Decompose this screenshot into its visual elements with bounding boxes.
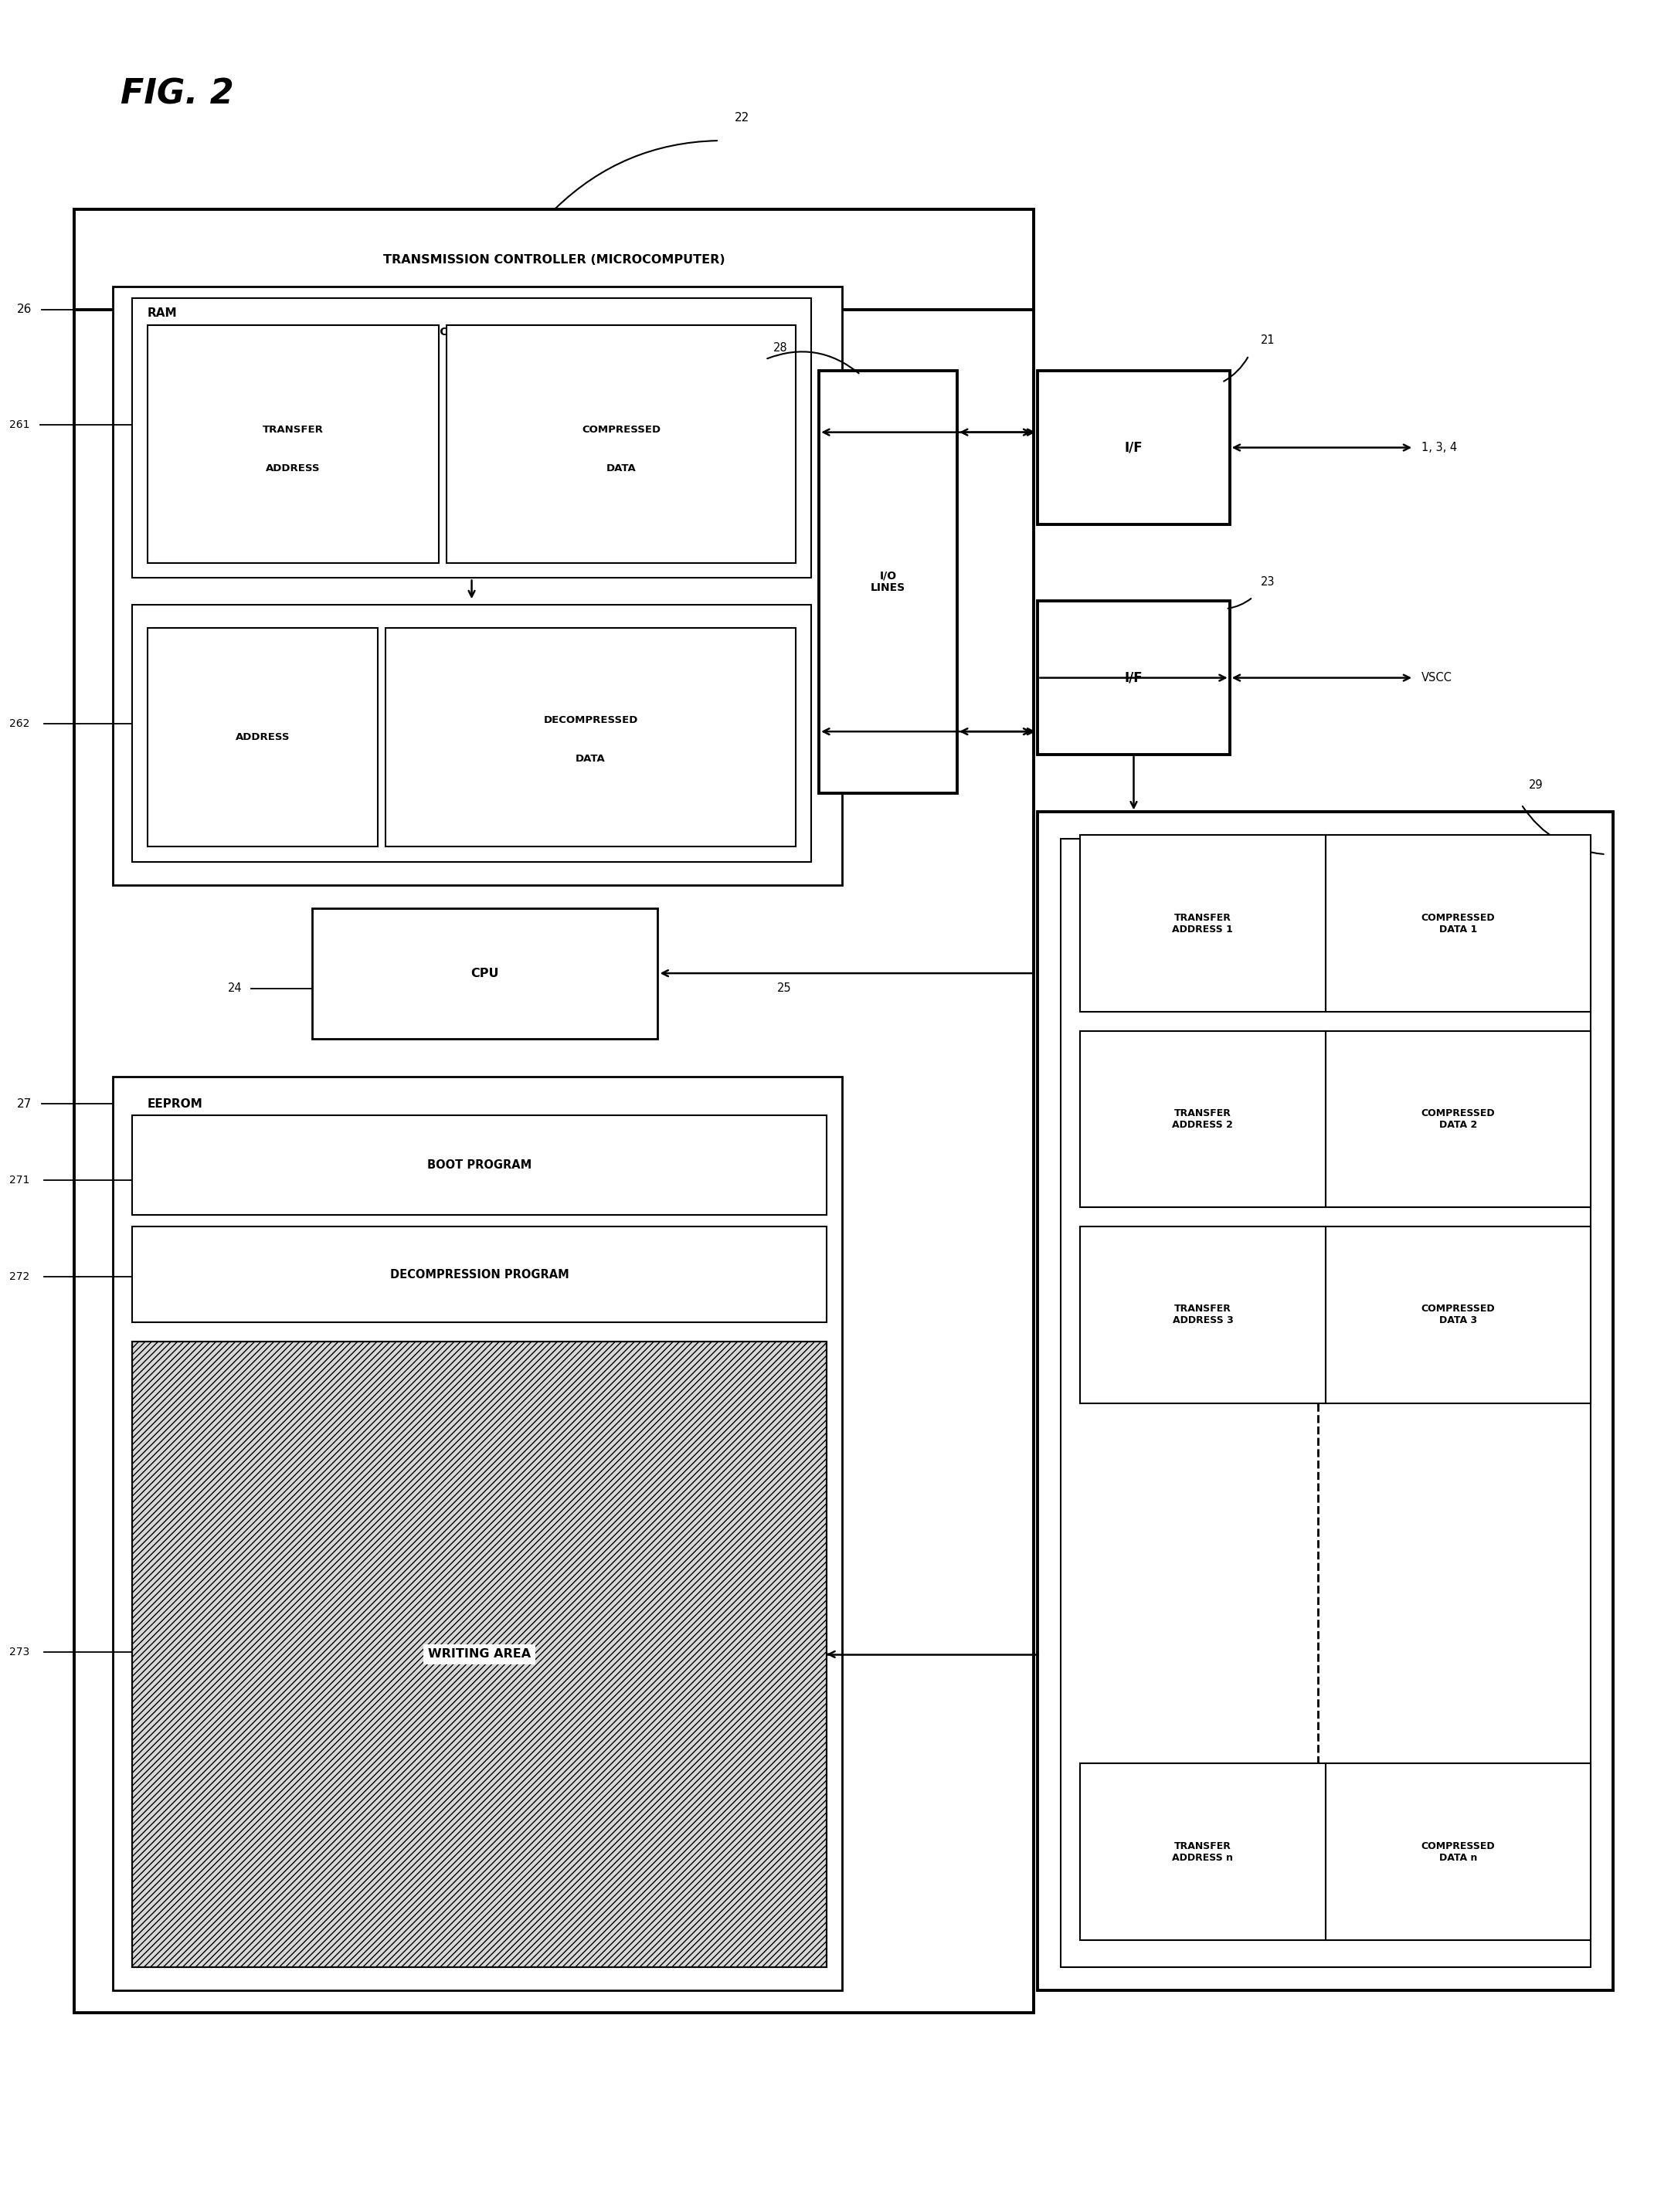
Bar [1325, 836, 1591, 1011]
Text: 29: 29 [1529, 779, 1544, 792]
Text: RECEIVED DATA: RECEIVED DATA [424, 327, 518, 338]
Bar [75, 210, 1034, 2013]
Bar [1325, 1763, 1591, 1940]
Text: CPU: CPU [471, 967, 500, 980]
Text: COMPRESSED: COMPRESSED [582, 425, 660, 436]
Text: 272: 272 [10, 1272, 30, 1281]
Text: TRANSMISSION CONTROLLER (MICROCOMPUTER): TRANSMISSION CONTROLLER (MICROCOMPUTER) [383, 254, 725, 265]
Text: TRANSFER: TRANSFER [262, 425, 324, 436]
Bar [312, 907, 658, 1037]
Bar [1079, 1031, 1325, 1208]
Bar [1079, 1225, 1325, 1402]
Text: WRITING TOOL: WRITING TOOL [1272, 847, 1379, 860]
Text: TRANSFER
ADDRESS 3: TRANSFER ADDRESS 3 [1173, 1303, 1233, 1325]
Text: 261: 261 [10, 418, 30, 429]
Text: 1, 3, 4: 1, 3, 4 [1422, 442, 1457, 453]
Text: COMPRESSED
DATA 1: COMPRESSED DATA 1 [1420, 914, 1496, 933]
Bar [147, 325, 439, 562]
Text: 22: 22 [735, 113, 749, 124]
Bar [1079, 836, 1325, 1011]
Text: 25: 25 [777, 982, 790, 995]
Text: 24: 24 [227, 982, 242, 995]
Text: DECOMPRESSION PROGRAM: DECOMPRESSION PROGRAM [389, 1270, 568, 1281]
Bar [1325, 1031, 1591, 1208]
Text: WRITING AREA: WRITING AREA [428, 1648, 531, 1659]
Text: DECOMPRESSED: DECOMPRESSED [543, 714, 638, 726]
Text: 28: 28 [774, 343, 787, 354]
Text: COMPRESSED
DATA 3: COMPRESSED DATA 3 [1420, 1303, 1496, 1325]
Bar [1079, 1763, 1325, 1940]
Text: FIG. 2: FIG. 2 [120, 77, 234, 111]
Text: 21: 21 [1260, 334, 1275, 345]
Text: 273: 273 [10, 1648, 30, 1657]
Bar [114, 1077, 842, 1991]
Bar [1038, 372, 1230, 524]
Bar [1061, 838, 1591, 1966]
Text: VSCC: VSCC [1422, 672, 1452, 684]
Text: WRITING AREA: WRITING AREA [428, 1648, 531, 1659]
Text: DATA: DATA [576, 754, 605, 763]
Text: COMPRESSED
DATA 2: COMPRESSED DATA 2 [1420, 1108, 1496, 1130]
Bar [132, 1225, 827, 1323]
Bar [819, 372, 957, 792]
Bar [386, 628, 795, 847]
Text: SENDING DATA: SENDING DATA [1277, 867, 1375, 880]
Text: I/O
LINES: I/O LINES [871, 571, 906, 593]
Text: RAM: RAM [147, 307, 177, 319]
Bar [1038, 812, 1614, 1991]
Text: BOOT PROGRAM: BOOT PROGRAM [428, 1159, 531, 1170]
Text: 23: 23 [1260, 575, 1275, 588]
Bar [114, 285, 842, 885]
Bar [132, 1343, 827, 1966]
Text: COMPRESSED
DATA n: COMPRESSED DATA n [1420, 1840, 1496, 1863]
Text: TRANSFER
ADDRESS 1: TRANSFER ADDRESS 1 [1173, 914, 1233, 933]
Bar [132, 1115, 827, 1214]
Text: I/F: I/F [1125, 670, 1143, 686]
Bar [132, 299, 812, 577]
Bar [75, 210, 1034, 310]
Bar [1038, 602, 1230, 754]
Bar [1325, 1225, 1591, 1402]
Text: TRANSFER
ADDRESS 2: TRANSFER ADDRESS 2 [1173, 1108, 1233, 1130]
Text: ADDRESS: ADDRESS [266, 462, 321, 473]
Text: I/F: I/F [1125, 440, 1143, 453]
Text: 26: 26 [17, 303, 32, 316]
Text: ADDRESS: ADDRESS [236, 732, 289, 743]
Bar [446, 325, 795, 562]
Bar [147, 628, 378, 847]
Text: 27: 27 [17, 1097, 32, 1110]
Bar [132, 1343, 827, 1966]
Text: 271: 271 [10, 1175, 30, 1186]
Bar [132, 604, 812, 863]
Text: DATA: DATA [607, 462, 637, 473]
Text: 262: 262 [10, 719, 30, 730]
Text: TRANSFER
ADDRESS n: TRANSFER ADDRESS n [1173, 1840, 1233, 1863]
Text: EEPROM: EEPROM [147, 1097, 202, 1110]
Text: RECEIVED DATA: RECEIVED DATA [424, 635, 518, 646]
